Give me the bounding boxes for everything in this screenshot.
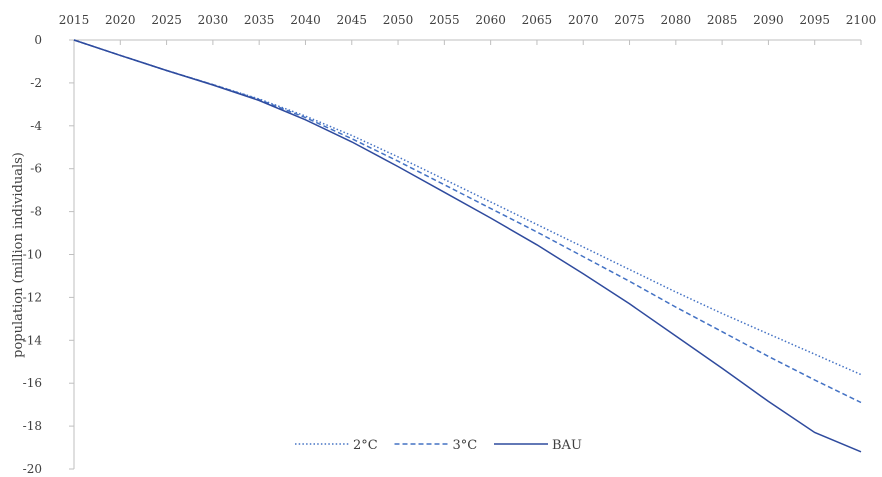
series-lines xyxy=(73,39,862,453)
y-tick-label: -14 xyxy=(23,333,43,347)
x-axis-ticks: 2015 2020 2025 2030 2035 2040 2045 2050 2055 2060… xyxy=(59,13,877,45)
y-tick-label: -4 xyxy=(30,119,42,133)
y-tick-label: -2 xyxy=(30,76,42,90)
x-tick-label: 2045 xyxy=(336,13,367,27)
y-tick-label: -10 xyxy=(23,248,42,262)
legend-label: 3°C xyxy=(453,438,478,453)
x-tick-label: 2065 xyxy=(522,13,553,27)
x-tick-label: 2020 xyxy=(105,13,136,27)
y-tick-label: -18 xyxy=(23,419,42,433)
y-tick-label: -16 xyxy=(23,376,42,390)
y-tick-label: -12 xyxy=(23,290,42,304)
y-axis-label: population (million individuals) xyxy=(11,152,26,358)
x-tick-label: 2040 xyxy=(290,13,321,27)
x-tick-label: 2030 xyxy=(198,13,229,27)
plot-frame xyxy=(73,39,861,469)
series-line-2c xyxy=(73,39,862,376)
y-tick-label: -20 xyxy=(23,462,42,476)
x-tick-label: 2080 xyxy=(661,13,692,27)
legend-label: BAU xyxy=(552,438,582,453)
x-tick-label: 2015 xyxy=(59,13,90,27)
legend-label: 2°C xyxy=(353,438,378,453)
x-tick-label: 2100 xyxy=(846,13,877,27)
x-tick-label: 2025 xyxy=(151,13,182,27)
legend: 2°C 3°C BAU xyxy=(295,438,582,453)
y-tick-label: -8 xyxy=(30,205,42,219)
x-tick-label: 2070 xyxy=(568,13,599,27)
x-tick-label: 2085 xyxy=(707,13,738,27)
y-tick-label: -6 xyxy=(30,162,42,176)
x-tick-label: 2050 xyxy=(383,13,414,27)
y-axis-ticks: 0 -2 -4 -6 -8 -10 -12 -14 -16 -18 -20 xyxy=(23,33,74,476)
x-tick-label: 2075 xyxy=(614,13,645,27)
x-tick-label: 2090 xyxy=(753,13,784,27)
x-tick-label: 2035 xyxy=(244,13,275,27)
series-line-bau xyxy=(73,39,862,453)
x-tick-label: 2095 xyxy=(799,13,830,27)
y-tick-label: 0 xyxy=(34,33,42,47)
x-tick-label: 2060 xyxy=(475,13,506,27)
series-line-3c xyxy=(73,39,862,404)
x-tick-label: 2055 xyxy=(429,13,460,27)
